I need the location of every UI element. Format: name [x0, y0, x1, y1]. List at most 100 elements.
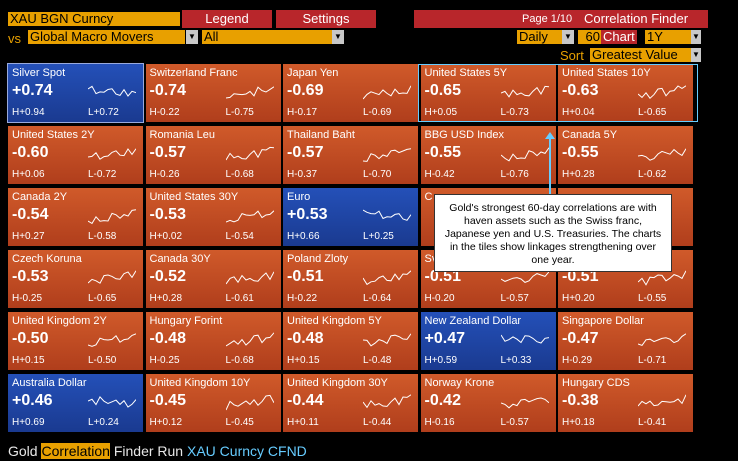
- period-dropdown[interactable]: Daily: [517, 30, 563, 44]
- sparkline-icon: [225, 271, 274, 285]
- tile-high: H+0.05: [424, 107, 458, 118]
- chart-range-dropdown[interactable]: 1Y: [645, 30, 693, 44]
- tile-low: L-0.75: [225, 107, 254, 118]
- sparkline-icon: [500, 271, 549, 283]
- correlation-tile[interactable]: United States 2Y -0.60 H+0.06 L-0.72: [8, 126, 143, 184]
- correlation-tile[interactable]: Silver Spot +0.74 H+0.94 L+0.72: [7, 63, 144, 123]
- tile-high: H+0.28: [562, 169, 595, 180]
- correlation-tile[interactable]: Japan Yen -0.69 H-0.17 L-0.69: [283, 64, 418, 122]
- sparkline-icon: [88, 333, 136, 347]
- tile-high: H+0.59: [424, 355, 458, 366]
- page-indicator: Page 1/10: [522, 13, 573, 25]
- correlation-tile[interactable]: Hungary Forint -0.48 H-0.25 L-0.68: [145, 312, 281, 370]
- correlation-tile[interactable]: United States 30Y -0.53 H+0.02 L-0.54: [145, 188, 281, 246]
- tile-name: Canada 2Y: [12, 191, 68, 203]
- tile-high: H+0.02: [149, 231, 183, 242]
- tile-value: +0.74: [12, 82, 53, 99]
- tile-value: -0.54: [12, 206, 49, 223]
- correlation-tile[interactable]: New Zealand Dollar +0.47 H+0.59 L+0.33: [420, 312, 556, 370]
- correlation-tile[interactable]: Canada 5Y -0.55 H+0.28 L-0.62: [558, 126, 693, 184]
- correlation-tile[interactable]: Switzerland Franc -0.74 H-0.22 L-0.75: [145, 64, 281, 122]
- command-footer: Gold Correlation Finder Run XAU Curncy C…: [8, 443, 307, 459]
- correlation-tile[interactable]: Euro +0.53 H+0.66 L+0.25: [283, 188, 418, 246]
- footer-command[interactable]: XAU Curncy CFND: [187, 443, 307, 459]
- security-field[interactable]: XAU BGN Curncy: [8, 12, 180, 26]
- tile-high: H-0.20: [424, 293, 455, 304]
- tile-high: H+0.12: [149, 417, 183, 428]
- tile-name: Hungary Forint: [149, 315, 223, 327]
- tile-name: Silver Spot: [12, 67, 66, 79]
- tile-name: Australia Dollar: [12, 377, 87, 389]
- tile-value: -0.57: [287, 144, 324, 161]
- tile-value: -0.51: [562, 268, 599, 285]
- tile-low: L-0.54: [225, 231, 254, 242]
- tile-high: H+0.69: [12, 417, 45, 428]
- sparkline-icon: [363, 148, 411, 162]
- correlation-tile[interactable]: BBG USD Index -0.55 H-0.42 L-0.76: [420, 126, 556, 184]
- tile-value: -0.65: [424, 82, 461, 99]
- universe-dropdown-arrow-icon[interactable]: ▼: [186, 30, 198, 44]
- correlation-tile[interactable]: United Kingdom 30Y -0.44 H+0.11 L-0.44: [283, 374, 418, 432]
- tile-name: United Kingdom 5Y: [287, 315, 382, 327]
- correlation-tile[interactable]: Norway Krone -0.42 H-0.16 L-0.57: [420, 374, 556, 432]
- tile-high: H-0.22: [149, 107, 180, 118]
- sparkline-icon: [638, 148, 686, 161]
- period-dropdown-arrow-icon[interactable]: ▼: [562, 30, 574, 44]
- correlation-tile[interactable]: Thailand Baht -0.57 H-0.37 L-0.70: [283, 126, 418, 184]
- tile-high: H+0.27: [12, 231, 45, 242]
- correlation-tile[interactable]: United Kingdom 2Y -0.50 H+0.15 L-0.50: [8, 312, 143, 370]
- correlation-tile[interactable]: Canada 30Y -0.52 H+0.28 L-0.61: [145, 250, 281, 308]
- sparkline-icon: [225, 394, 274, 411]
- tile-low: L-0.45: [225, 417, 254, 428]
- chart-range-arrow-icon[interactable]: ▼: [691, 30, 701, 44]
- sort-dropdown-arrow-icon[interactable]: ▼: [691, 48, 701, 62]
- tile-high: H-0.42: [424, 169, 455, 180]
- tile-low: L-0.61: [225, 293, 254, 304]
- highlight-frame: [418, 64, 698, 122]
- correlation-tile[interactable]: Romania Leu -0.57 H-0.26 L-0.68: [145, 126, 281, 184]
- function-bar: Page 1/10 Correlation Finder: [414, 10, 708, 28]
- sparkline-icon: [88, 396, 136, 408]
- sparkline-icon: [638, 270, 686, 286]
- subset-dropdown[interactable]: All: [202, 30, 332, 44]
- tab-settings[interactable]: Settings: [276, 10, 376, 28]
- function-title: Correlation Finder: [584, 11, 689, 26]
- window-input[interactable]: 60: [578, 30, 602, 44]
- tile-value: -0.50: [12, 330, 49, 347]
- tile-name: United States 2Y: [12, 129, 95, 141]
- correlation-tile[interactable]: United Kingdom 5Y -0.48 H+0.15 L-0.48: [283, 312, 418, 370]
- correlation-tile[interactable]: United Kingdom 10Y -0.45 H+0.12 L-0.45: [145, 374, 281, 432]
- tile-value: -0.51: [424, 268, 461, 285]
- correlation-tile[interactable]: United States 5Y -0.65 H+0.05 L-0.73: [420, 64, 556, 122]
- tile-value: -0.53: [149, 206, 186, 223]
- tile-high: H+0.11: [287, 417, 319, 428]
- correlation-tile[interactable]: Singapore Dollar -0.47 H-0.29 L-0.71: [558, 312, 693, 370]
- tile-high: H+0.66: [287, 231, 320, 242]
- correlation-tile[interactable]: Australia Dollar +0.46 H+0.69 L+0.24: [8, 374, 143, 432]
- tile-name: Euro: [287, 191, 311, 203]
- callout-pointer: [549, 136, 551, 194]
- tile-name: C: [424, 191, 433, 203]
- correlation-tile[interactable]: Hungary CDS -0.38 H+0.18 L-0.41: [558, 374, 693, 432]
- tile-low: L+0.72: [88, 107, 119, 118]
- correlation-tile[interactable]: Poland Zloty -0.51 H-0.22 L-0.64: [283, 250, 418, 308]
- correlation-tile[interactable]: United States 10Y -0.63 H+0.04 L-0.65: [558, 64, 693, 122]
- correlation-tile[interactable]: Canada 2Y -0.54 H+0.27 L-0.58: [8, 188, 143, 246]
- tile-low: L-0.62: [638, 169, 667, 180]
- sparkline-icon: [363, 270, 411, 286]
- subset-dropdown-arrow-icon[interactable]: ▼: [332, 30, 344, 44]
- tile-high: H-0.17: [287, 107, 318, 118]
- tile-value: -0.69: [287, 82, 324, 99]
- sparkline-icon: [638, 394, 686, 407]
- sort-dropdown[interactable]: Greatest Value: [590, 48, 693, 62]
- tile-low: L-0.58: [88, 231, 117, 242]
- tile-name: Norway Krone: [424, 377, 495, 389]
- tile-low: L-0.69: [363, 107, 392, 118]
- footer-highlight: Correlation: [41, 443, 110, 459]
- universe-dropdown[interactable]: Global Macro Movers: [28, 30, 185, 44]
- tab-legend[interactable]: Legend: [182, 10, 272, 28]
- tile-low: L-0.50: [88, 355, 117, 366]
- tile-name: United Kingdom 30Y: [287, 377, 388, 389]
- tile-name: Poland Zloty: [287, 253, 349, 265]
- correlation-tile[interactable]: Czech Koruna -0.53 H-0.25 L-0.65: [8, 250, 143, 308]
